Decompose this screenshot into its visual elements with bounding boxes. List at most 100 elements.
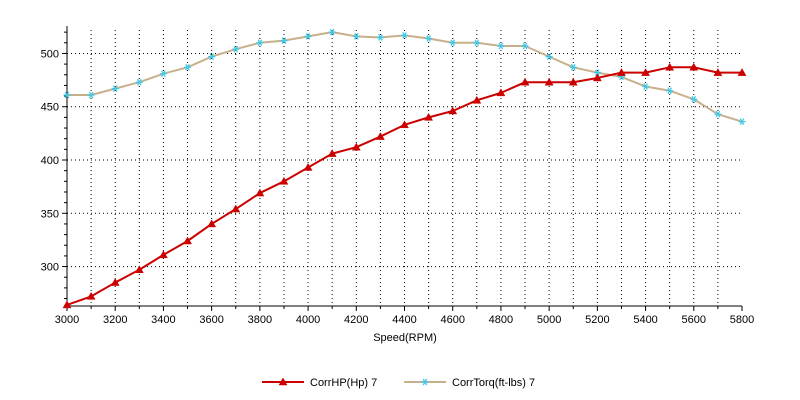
x-tick-label: 5000 [537,314,561,326]
x-tick-label: 4200 [344,314,368,326]
data-point [63,91,71,99]
marker-stroke [329,28,335,36]
x-tick-label: 3200 [103,314,127,326]
marker-stroke [422,378,428,386]
marker-stroke [691,95,697,103]
x-tick-label: 3400 [151,314,175,326]
marker-stroke [233,45,239,53]
data-point [255,188,265,197]
data-point [593,69,601,76]
data-point [449,39,457,47]
data-point [376,34,384,41]
data-point [592,73,602,82]
axes: 3000 3200 3400 3600 3800 4000 4200 4400 4600 4800… [41,26,754,326]
y-tick-label: 350 [41,208,59,220]
legend-label: CorrHP(Hp) 7 [310,377,377,389]
data-point [401,31,408,39]
data-point [642,83,650,90]
x-tick-label: 3000 [55,314,79,326]
marker-stroke [402,31,407,39]
data-point [400,120,409,129]
marker-stroke [450,39,456,47]
data-point [62,300,72,309]
data-point [496,88,506,97]
data-point [111,85,119,92]
x-tick-label: 4400 [392,314,416,326]
marker-stroke [643,83,648,90]
data-point [689,62,699,71]
marker-stroke [522,42,528,50]
legend-label: CorrTorq(ft-lbs) 7 [452,377,535,389]
marker-stroke [64,91,70,99]
marker-stroke [257,39,263,47]
data-point [521,42,529,50]
data-point [666,87,674,95]
data-point [327,149,337,157]
data-point [690,95,698,103]
legend-item-hp: CorrHP(Hp) 7 [262,377,377,389]
data-point [110,278,120,286]
data-point [425,35,433,42]
marker-stroke [137,78,142,86]
data-point [256,39,264,47]
marker-stroke [426,35,431,42]
marker-stroke [667,87,672,95]
data-point [617,68,626,76]
x-tick-label: 5200 [585,314,609,326]
data-point [232,45,240,53]
y-tick-label: 450 [41,102,59,114]
marker-stroke [88,91,94,99]
y-tick-label: 300 [41,262,59,274]
data-point [352,33,360,40]
data-point [279,176,289,185]
x-axis-title: Speed(RPM) [373,332,437,344]
data-point [184,63,192,71]
data-point [280,37,288,45]
data-point [544,77,554,86]
x-tick-label: 3800 [248,314,272,326]
series-line-torque [67,31,743,123]
data-point [159,70,167,78]
legend-marker [278,377,288,386]
data-point [351,142,361,151]
data-point [665,62,675,71]
data-point [158,250,168,259]
data-point [714,110,722,118]
data-point [424,112,434,121]
data-point [497,42,505,50]
x-tick-label: 4800 [489,314,513,326]
data-point [303,162,313,171]
marker-stroke [353,33,359,40]
data-point [713,68,723,76]
marker-stroke [595,69,600,76]
data-point [304,33,312,40]
marker-stroke [570,63,576,71]
marker-stroke [739,118,745,126]
data-point [641,68,651,76]
data-point [231,204,241,213]
x-tick-label: 5400 [633,314,657,326]
data-point [738,118,746,126]
x-tick-label: 3600 [199,314,223,326]
data-point [569,63,577,71]
data-point [448,106,458,115]
y-tick-label: 500 [41,48,59,60]
data-point [375,132,385,140]
series-hp [62,62,747,309]
data-point [87,91,95,99]
marker-stroke [498,42,504,50]
x-tick-label: 4000 [296,314,320,326]
marker-stroke [378,34,383,41]
data-point [545,53,553,61]
data-point [86,291,96,300]
marker-stroke [209,53,214,61]
marker-stroke [546,53,552,61]
marker-stroke [715,110,721,118]
x-tick-label: 5600 [682,314,706,326]
legend-item-torque: CorrTorq(ft-lbs) 7 [404,377,535,389]
data-point [183,236,192,245]
marker-stroke [474,39,480,47]
x-tick-label: 5800 [730,314,754,326]
